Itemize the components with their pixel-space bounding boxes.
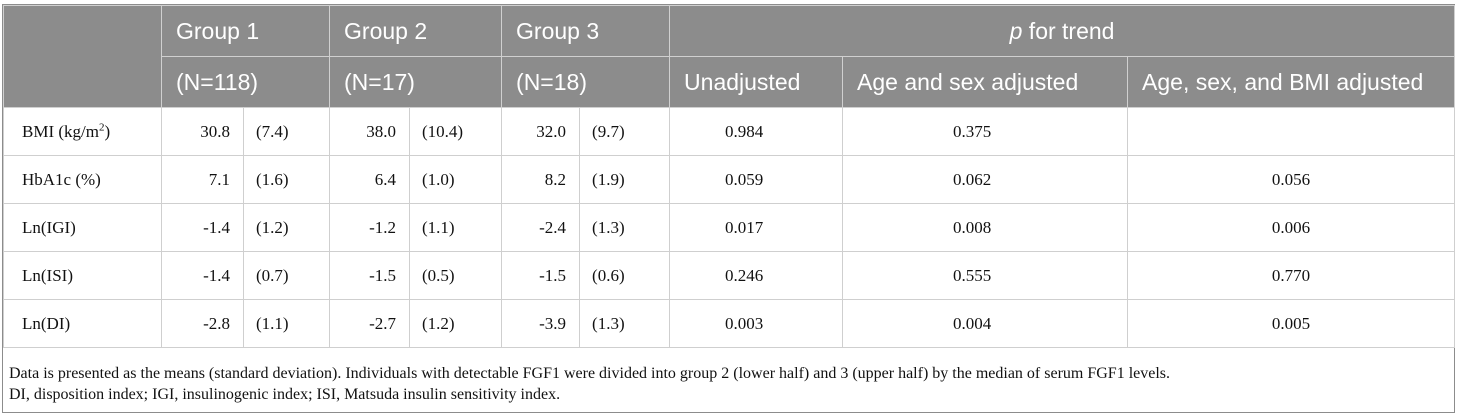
corner-header-cell (3, 5, 162, 108)
group3-sd: (1.9) (579, 155, 671, 204)
group2-mean: 38.0 (329, 107, 411, 156)
row-label: Ln(IGI) (3, 203, 162, 252)
group2-header: Group 2 (329, 5, 503, 57)
p-unadjusted: 0.984 (669, 107, 844, 156)
group1-n-header: (N=118) (160, 56, 331, 108)
group3-mean: 32.0 (501, 107, 581, 156)
group3-sd: (9.7) (579, 107, 671, 156)
group3-mean: -2.4 (501, 203, 581, 252)
group3-sd: (1.3) (579, 203, 671, 252)
group1-mean: 7.1 (161, 155, 244, 204)
group2-mean: 6.4 (329, 155, 411, 204)
table-row-ln-di: Ln(DI) -2.8 (1.1) -2.7 (1.2) -3.9 (1.3) … (3, 299, 1456, 348)
row-label-end: ) (104, 121, 111, 141)
group1-header: Group 1 (160, 5, 331, 57)
table-row-ln-isi: Ln(ISI) -1.4 (0.7) -1.5 (0.5) -1.5 (0.6)… (3, 251, 1456, 300)
row-label-superscript: 2 (98, 120, 105, 133)
group2-mean: -1.5 (329, 251, 411, 300)
group3-sd: (0.6) (579, 251, 671, 300)
footnote-line-2: DI, disposition index; IGI, insulinogeni… (9, 386, 561, 403)
group1-sd: (1.6) (242, 155, 331, 204)
group2-sd: (0.5) (409, 251, 503, 300)
group3-sd: (1.3) (579, 299, 671, 348)
group1-mean: -2.8 (161, 299, 244, 348)
age-sex-adjusted-header: Age and sex adjusted (842, 56, 1129, 108)
group2-n-header: (N=17) (329, 56, 503, 108)
p-for-trend-header: p for trend (669, 5, 1456, 57)
p-age-sex: 0.062 (842, 155, 1129, 204)
group1-sd: (0.7) (242, 251, 331, 300)
p-unadjusted: 0.246 (669, 251, 844, 300)
p-age-sex-bmi: 0.770 (1127, 251, 1456, 300)
row-label-text: BMI (kg/m (22, 121, 99, 141)
table-row-ln-igi: Ln(IGI) -1.4 (1.2) -1.2 (1.1) -2.4 (1.3)… (3, 203, 1456, 252)
p-age-sex: 0.555 (842, 251, 1129, 300)
row-label: Ln(ISI) (3, 251, 162, 300)
header-row-sub: (N=118) (N=17) (N=18) Unadjusted Age and… (4, 56, 1456, 108)
group3-mean: 8.2 (501, 155, 581, 204)
group3-mean: -3.9 (501, 299, 581, 348)
p-age-sex: 0.375 (842, 107, 1129, 156)
p-unadjusted: 0.017 (669, 203, 844, 252)
row-label: BMI (kg/m2) (3, 107, 162, 156)
group2-sd: (1.1) (409, 203, 503, 252)
table-container: Group 1 Group 2 Group 3 p for trend (N=1… (2, 4, 1456, 413)
group2-sd: (1.2) (409, 299, 503, 348)
age-sex-bmi-adjusted-header: Age, sex, and BMI adjusted (1127, 56, 1456, 108)
table-row-hba1c: HbA1c (%) 7.1 (1.6) 6.4 (1.0) 8.2 (1.9) … (3, 155, 1456, 204)
group3-header: Group 3 (501, 5, 671, 57)
data-table: Group 1 Group 2 Group 3 p for trend (N=1… (3, 5, 1456, 348)
row-label: HbA1c (%) (3, 155, 162, 204)
p-age-sex-bmi (1127, 107, 1456, 156)
p-age-sex-bmi: 0.056 (1127, 155, 1456, 204)
p-symbol: p (1009, 17, 1023, 44)
p-unadjusted: 0.059 (669, 155, 844, 204)
row-label: Ln(DI) (3, 299, 162, 348)
group2-sd: (10.4) (409, 107, 503, 156)
unadjusted-header: Unadjusted (669, 56, 844, 108)
group1-sd: (7.4) (242, 107, 331, 156)
p-age-sex-bmi: 0.005 (1127, 299, 1456, 348)
group1-mean: 30.8 (161, 107, 244, 156)
group1-mean: -1.4 (161, 251, 244, 300)
p-unadjusted: 0.003 (669, 299, 844, 348)
group2-mean: -2.7 (329, 299, 411, 348)
p-for-trend-text: for trend (1022, 17, 1115, 44)
table-footnote: Data is presented as the means (standard… (9, 363, 1449, 405)
group3-mean: -1.5 (501, 251, 581, 300)
p-age-sex-bmi: 0.006 (1127, 203, 1456, 252)
footnote-line-1: Data is presented as the means (standard… (9, 365, 1171, 382)
table-row-bmi: BMI (kg/m2) 30.8 (7.4) 38.0 (10.4) 32.0 … (3, 107, 1456, 156)
group2-mean: -1.2 (329, 203, 411, 252)
p-age-sex: 0.008 (842, 203, 1129, 252)
group1-sd: (1.1) (242, 299, 331, 348)
group1-mean: -1.4 (161, 203, 244, 252)
group3-n-header: (N=18) (501, 56, 671, 108)
p-age-sex: 0.004 (842, 299, 1129, 348)
group2-sd: (1.0) (409, 155, 503, 204)
header-row-groups: Group 1 Group 2 Group 3 p for trend (3, 5, 1456, 108)
group1-sd: (1.2) (242, 203, 331, 252)
